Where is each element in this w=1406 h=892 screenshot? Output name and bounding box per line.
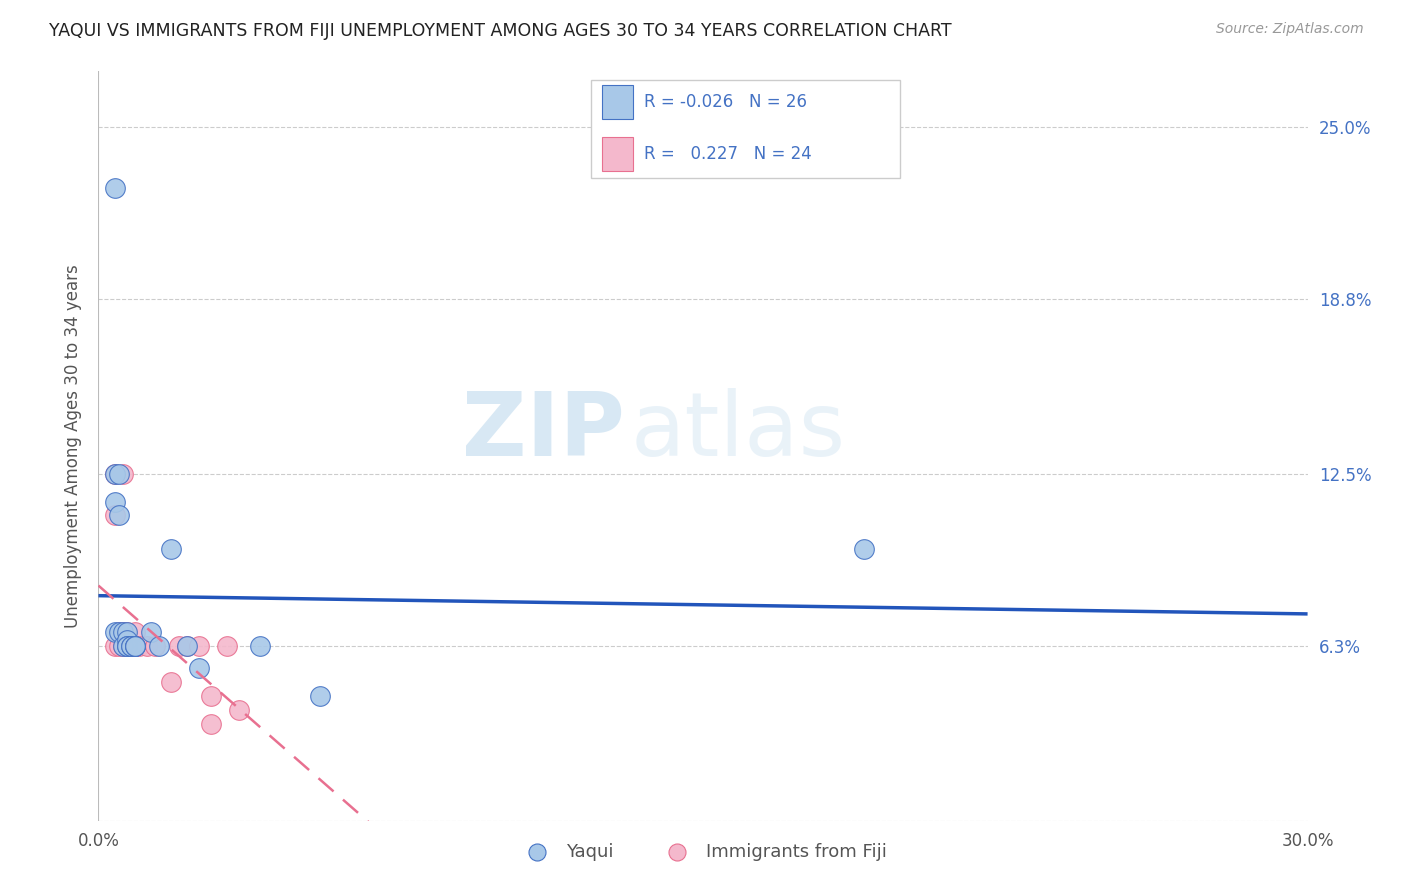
Point [115, 624, 138, 639]
Point [111, 624, 134, 639]
Point [103, 467, 125, 481]
Point [160, 541, 183, 556]
Point [124, 624, 146, 639]
Point [228, 703, 250, 717]
Point [111, 639, 134, 653]
Point [217, 639, 239, 653]
Point [115, 639, 138, 653]
Point [124, 639, 146, 653]
Point [139, 624, 162, 639]
Point [107, 624, 129, 639]
Point [115, 633, 138, 648]
Point [107, 508, 129, 523]
Text: R =   0.227   N = 24: R = 0.227 N = 24 [644, 145, 811, 163]
Point [103, 181, 125, 195]
Point [200, 716, 222, 731]
Point [143, 639, 166, 653]
Point [124, 639, 146, 653]
Text: ZIP: ZIP [461, 387, 624, 475]
Point [120, 639, 142, 653]
Point [167, 639, 190, 653]
Text: R = -0.026   N = 26: R = -0.026 N = 26 [644, 93, 807, 111]
Text: Source: ZipAtlas.com: Source: ZipAtlas.com [1216, 22, 1364, 37]
Legend: Yaqui, Immigrants from Fiji: Yaqui, Immigrants from Fiji [512, 836, 894, 868]
Point [176, 639, 198, 653]
Point [200, 689, 222, 703]
Point [103, 508, 125, 523]
Point [107, 639, 129, 653]
Text: atlas: atlas [630, 387, 845, 475]
Point [120, 639, 142, 653]
Point [853, 541, 876, 556]
Point [120, 639, 142, 653]
Point [107, 624, 129, 639]
Point [111, 639, 134, 653]
Point [176, 639, 198, 653]
Point [111, 624, 134, 639]
Point [103, 624, 125, 639]
Point [103, 639, 125, 653]
Point [128, 639, 150, 653]
Point [249, 639, 271, 653]
Point [107, 467, 129, 481]
Point [115, 639, 138, 653]
Point [115, 624, 138, 639]
Point [188, 661, 211, 675]
Point [103, 467, 125, 481]
Text: YAQUI VS IMMIGRANTS FROM FIJI UNEMPLOYMENT AMONG AGES 30 TO 34 YEARS CORRELATION: YAQUI VS IMMIGRANTS FROM FIJI UNEMPLOYME… [49, 22, 952, 40]
Point [111, 467, 134, 481]
Point [124, 639, 146, 653]
Point [115, 639, 138, 653]
Point [309, 689, 332, 703]
Point [135, 639, 157, 653]
Point [188, 639, 211, 653]
Point [160, 674, 183, 689]
Y-axis label: Unemployment Among Ages 30 to 34 years: Unemployment Among Ages 30 to 34 years [63, 264, 82, 628]
Point [148, 639, 170, 653]
Point [124, 639, 146, 653]
Point [103, 494, 125, 508]
